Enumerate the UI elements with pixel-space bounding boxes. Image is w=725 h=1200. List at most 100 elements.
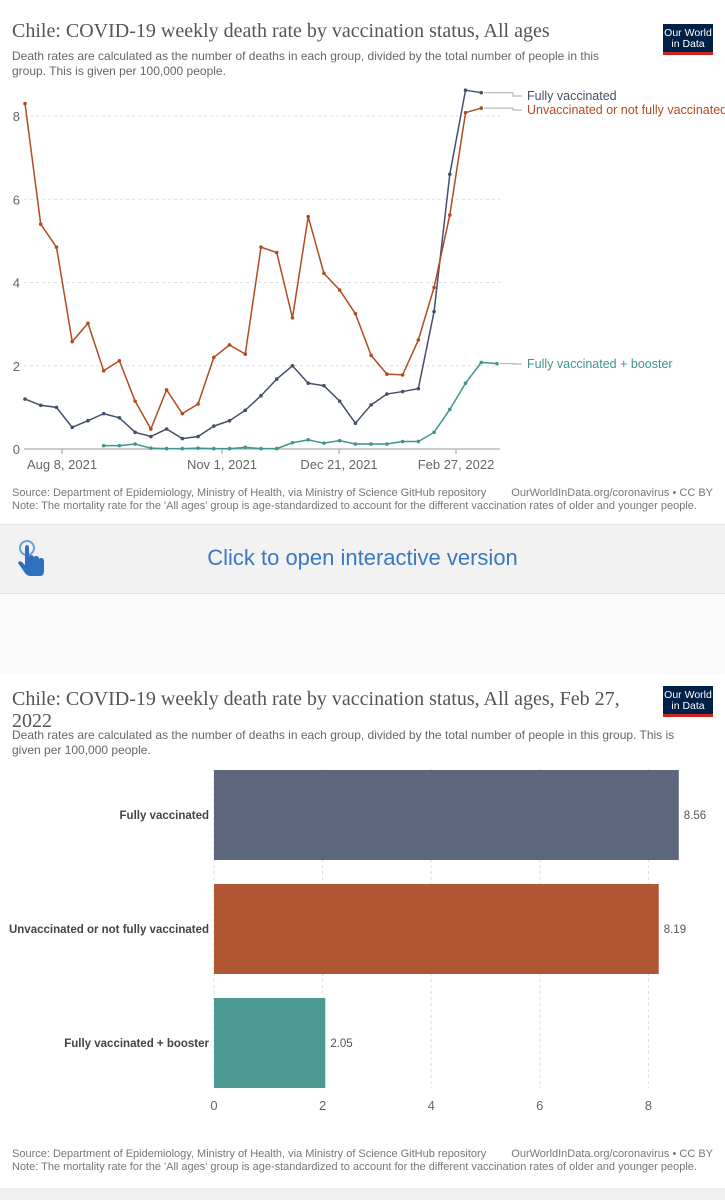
data-point [54, 245, 59, 249]
data-point [322, 441, 326, 445]
value-label: 8.56 [684, 810, 706, 822]
data-point [23, 101, 27, 106]
source-link[interactable]: OurWorldInData.org/coronavirus • CC BY [511, 487, 713, 499]
data-point [400, 373, 405, 377]
data-point [353, 421, 358, 425]
line-chart: 0 2 4 6 8 Aug 8, 2021 Nov 1, 2021 Dec 21, 2021 F… [13, 88, 725, 472]
bar-chart: 0 2 4 6 8 Fully vaccinated 8.56 Unvaccinated or… [9, 769, 706, 1113]
data-point [70, 425, 74, 430]
legend-connector [484, 92, 522, 97]
data-point [117, 358, 122, 363]
data-point [117, 443, 122, 448]
data-point [400, 389, 405, 394]
data-point [133, 430, 137, 435]
data-point [164, 427, 169, 431]
y-tick-label: 6 [13, 192, 20, 207]
data-point [479, 90, 484, 95]
y-tick-label: 8 [13, 109, 20, 124]
logo-line-1: Our World [664, 689, 712, 701]
data-point [227, 343, 232, 347]
data-point [180, 436, 185, 441]
data-point [337, 288, 342, 292]
data-point [274, 250, 279, 255]
chart-subtitle: Death rates are calculated as the number… [12, 49, 600, 78]
data-point [479, 106, 484, 110]
owid-logo[interactable]: Our World in Data [663, 686, 713, 717]
pointing-hand-icon [18, 540, 44, 576]
series-label: Fully vaccinated + booster [527, 357, 673, 371]
data-point [243, 408, 248, 413]
data-point [495, 361, 499, 366]
y-tick-label: 2 [13, 359, 20, 374]
data-point [385, 392, 389, 396]
interactive-version-link[interactable]: Click to open interactive version [0, 524, 725, 594]
data-point [416, 338, 421, 342]
source-text: Source: Department of Epidemiology, Mini… [12, 487, 487, 499]
data-point [243, 352, 248, 356]
y-tick-label: 0 [13, 442, 20, 457]
bar [214, 998, 326, 1088]
data-point [212, 446, 216, 451]
x-tick-label: Aug 8, 2021 [27, 457, 97, 472]
data-point [337, 399, 342, 403]
series-label: Fully vaccinated [527, 89, 617, 103]
chart-footer: Source: Department of Epidemiology, Mini… [12, 1148, 713, 1174]
x-tick-label: 0 [210, 1098, 217, 1113]
logo-line-2: in Data [671, 38, 705, 50]
data-point [180, 446, 185, 451]
owid-logo[interactable]: Our World in Data [663, 24, 713, 55]
line-chart-panel: Chile: COVID-19 weekly death rate by vac… [0, 0, 725, 524]
data-point [243, 445, 248, 450]
series-label: Unvaccinated or not fully vaccinated [527, 103, 725, 117]
data-point [101, 411, 106, 416]
category-label: Fully vaccinated + booster [64, 1038, 209, 1050]
chart-title: Chile: COVID-19 weekly death rate by vac… [12, 20, 550, 42]
bar [214, 884, 659, 974]
data-point [227, 446, 232, 451]
data-point [385, 372, 389, 376]
logo-line-2: in Data [671, 700, 705, 712]
data-point [353, 442, 358, 446]
data-point [196, 446, 200, 450]
x-tick-label: Nov 1, 2021 [187, 457, 257, 472]
x-tick-label: 8 [645, 1098, 652, 1113]
note-text: Note: The mortality rate for the 'All ag… [12, 500, 697, 512]
data-point [23, 397, 27, 401]
data-point [196, 402, 200, 406]
data-point [448, 172, 452, 177]
data-point [369, 442, 373, 446]
data-point [385, 442, 389, 446]
data-point [133, 442, 137, 446]
x-tick-label: 6 [536, 1098, 543, 1113]
data-point [432, 285, 436, 290]
source-link[interactable]: OurWorldInData.org/coronavirus • CC BY [511, 1148, 713, 1160]
data-point [369, 403, 373, 407]
category-label: Fully vaccinated [120, 810, 209, 822]
data-point [54, 405, 59, 410]
data-point [353, 311, 358, 316]
value-label: 8.19 [664, 924, 686, 936]
data-point [463, 110, 468, 115]
data-point [86, 418, 90, 423]
bar-chart-panel: Chile: COVID-19 weekly death rate by vac… [0, 674, 725, 1188]
data-point [196, 434, 200, 439]
x-tick-label: Feb 27, 2022 [418, 457, 495, 472]
data-point [86, 321, 90, 326]
data-point [164, 446, 169, 451]
data-point [290, 316, 295, 320]
data-point [322, 271, 326, 276]
category-label: Unvaccinated or not fully vaccinated [9, 924, 209, 936]
x-tick-label: Dec 21, 2021 [300, 457, 377, 472]
bottom-divider [0, 1188, 725, 1200]
data-point [149, 427, 153, 431]
x-tick-label: 4 [428, 1098, 435, 1113]
data-point [306, 438, 311, 442]
data-point [369, 353, 373, 358]
data-point [290, 440, 295, 445]
data-point [259, 393, 263, 398]
data-point [180, 411, 185, 416]
data-point [290, 363, 295, 368]
data-point [274, 446, 279, 451]
cta-label[interactable]: Click to open interactive version [207, 545, 518, 570]
spacer [0, 594, 725, 674]
